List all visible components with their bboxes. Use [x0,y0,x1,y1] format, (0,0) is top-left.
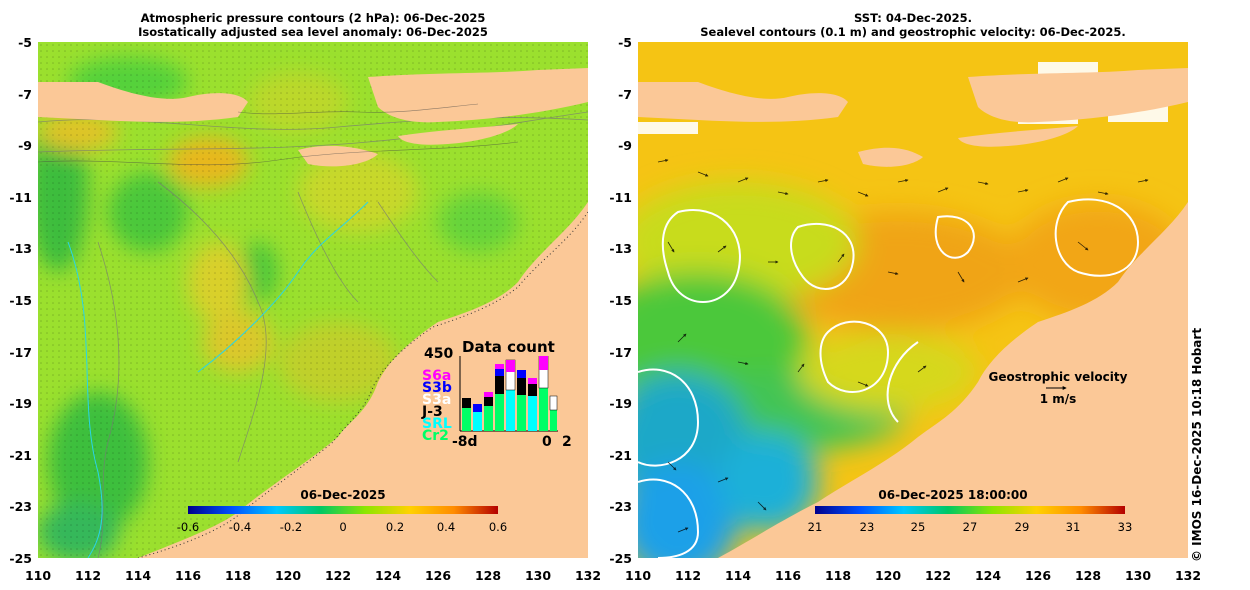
right-x-tick: 128 [1074,568,1102,583]
left-y-tick: -19 [9,396,32,411]
left-colorbar [188,506,498,514]
right-x-tick: 122 [924,568,952,583]
data-count-x-zero: 0 [542,434,552,450]
data-count-x-two: 2 [562,434,572,450]
left-x-tick: 116 [174,568,202,583]
right-y-tick: -25 [609,551,632,566]
left-x-tick: 130 [524,568,552,583]
right-colorbar [815,506,1125,514]
left-colorbar-tick: -0.4 [228,520,252,534]
left-y-tick: -7 [18,87,32,102]
left-map: 06-Dec-2025 -0.6 -0.4 -0.2 0 0.2 0.4 0.6… [38,42,588,558]
left-y-tick: -21 [9,448,32,463]
left-x-tick: 132 [574,568,602,583]
left-land [38,68,588,558]
right-x-tick: 112 [674,568,702,583]
right-x-tick: 118 [824,568,852,583]
left-x-tick: 110 [24,568,52,583]
left-y-tick: -11 [9,190,32,205]
mission-label: S3b [422,380,452,396]
imos-credit: © IMOS 16-Dec-2025 10:18 Hobart [1190,327,1204,562]
right-colorbar-tick: 33 [1117,520,1133,534]
right-colorbar-tick: 25 [910,520,926,534]
data-count-bars [459,356,558,432]
sea-level-contours [638,198,1140,558]
right-land [638,68,1188,558]
left-x-tick: 118 [224,568,252,583]
right-x-tick: 124 [974,568,1002,583]
right-y-tick: -11 [609,190,632,205]
velocity-legend-scale: 1 m/s [1039,392,1077,406]
data-count-inset: Data count 450 S6a S3b S3a J-3 SRL Cr2 -… [418,338,578,458]
right-colorbar-tick: 21 [807,520,823,534]
data-count-title: Data count [462,338,555,356]
right-x-tick: 116 [774,568,802,583]
left-x-tick: 122 [324,568,352,583]
velocity-legend-title: Geostrophic velocity [988,370,1128,384]
right-x-tick: 130 [1124,568,1152,583]
right-colorbar-tick: 31 [1065,520,1081,534]
right-y-tick: -21 [609,448,632,463]
right-title-line2: Sealevel contours (0.1 m) and geostrophi… [700,25,1126,39]
velocity-arrows [657,158,1149,533]
right-title-line1: SST: 04-Dec-2025. [854,11,972,25]
right-y-tick: -15 [609,293,632,308]
left-y-tick: -9 [18,138,32,153]
left-x-tick: 128 [474,568,502,583]
left-y-tick: -17 [9,345,32,360]
mission-label: J-3 [422,404,443,420]
left-x-tick: 120 [274,568,302,583]
left-colorbar-tick: 0 [339,520,347,534]
left-colorbar-tick: 0.2 [385,520,405,534]
left-colorbar-tick: 0.4 [436,520,456,534]
left-title-line1: Atmospheric pressure contours (2 hPa): 0… [140,11,486,25]
left-y-tick: -25 [9,551,32,566]
left-map-svg [38,42,588,558]
left-x-tick: 126 [424,568,452,583]
right-x-tick: 120 [874,568,902,583]
right-y-tick: -17 [609,345,632,360]
right-colorbar-label: 06-Dec-2025 18:00:00 [878,488,1028,502]
right-y-tick: -19 [609,396,632,411]
right-y-tick: -9 [618,138,632,153]
right-y-tick: -13 [609,241,632,256]
right-colorbar-tick: 27 [962,520,978,534]
right-map-svg [638,42,1188,558]
right-y-tick: -5 [618,35,632,50]
mission-label: Cr2 [422,428,449,444]
left-y-tick: -15 [9,293,32,308]
mission-label: S3a [422,392,452,408]
left-title-line2: Isostatically adjusted sea level anomaly… [138,25,488,39]
right-y-tick: -23 [609,499,632,514]
right-x-tick: 132 [1174,568,1202,583]
left-colorbar-tick: -0.6 [176,520,200,534]
right-colorbar-tick: 29 [1014,520,1030,534]
left-y-tick: -13 [9,241,32,256]
left-x-tick: 124 [374,568,402,583]
left-x-tick: 112 [74,568,102,583]
left-colorbar-tick: 0.6 [488,520,508,534]
left-x-tick: 114 [124,568,152,583]
left-y-tick: -23 [9,499,32,514]
data-count-x-start: -8d [452,434,478,450]
right-y-tick: -7 [618,87,632,102]
right-map: Geostrophic velocity 1 m/s 06-Dec-2025 1… [638,42,1188,558]
mission-label: S6a [422,368,452,384]
mission-label: SRL [422,416,452,432]
right-colorbar-tick: 23 [859,520,875,534]
data-count-max: 450 [424,346,454,362]
right-x-tick: 126 [1024,568,1052,583]
left-y-tick: -5 [18,35,32,50]
left-colorbar-tick: -0.2 [279,520,303,534]
right-x-tick: 110 [624,568,652,583]
right-x-tick: 114 [724,568,752,583]
left-colorbar-label: 06-Dec-2025 [300,488,386,502]
